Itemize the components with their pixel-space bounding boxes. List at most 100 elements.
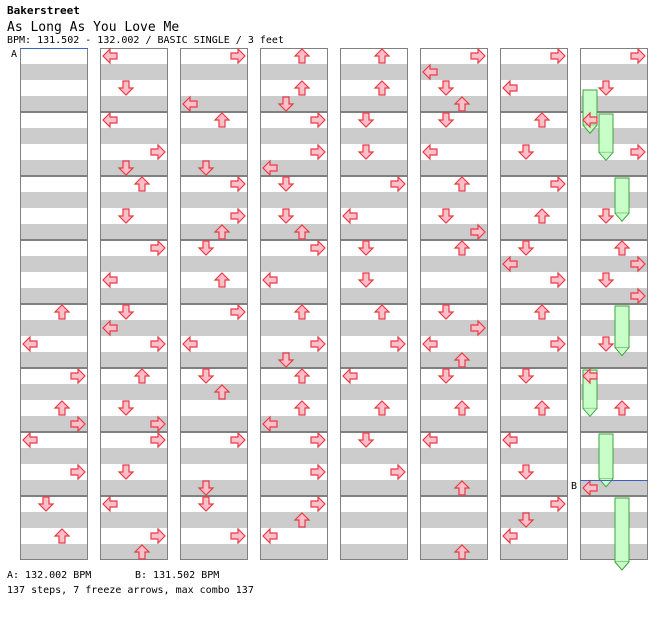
measure: [20, 112, 88, 176]
left-arrow-icon: [502, 431, 518, 449]
beat-stripe: [420, 416, 488, 432]
measure: [420, 496, 488, 560]
measure-frame: [20, 496, 88, 560]
up-arrow-icon: [453, 96, 471, 112]
down-arrow-icon: [597, 80, 615, 96]
measure: [260, 432, 328, 496]
measure: [100, 304, 168, 368]
measure-frame: [100, 112, 168, 176]
down-arrow-icon: [117, 464, 135, 480]
down-arrow-icon: [437, 208, 455, 224]
beat-stripe: [180, 288, 248, 304]
left-arrow-icon: [422, 63, 438, 81]
measure-frame: [340, 112, 408, 176]
down-arrow-icon: [277, 208, 295, 224]
left-arrow-icon: [502, 79, 518, 97]
measure-frame: [340, 240, 408, 304]
beat-stripe: [100, 384, 168, 400]
left-arrow-icon: [502, 527, 518, 545]
beat-stripe: [180, 448, 248, 464]
beat-stripe: [500, 448, 568, 464]
beat-stripe: [420, 128, 488, 144]
measure-frame: [580, 368, 648, 432]
right-arrow-icon: [150, 415, 166, 433]
measure: [420, 176, 488, 240]
beat-stripe: [180, 384, 248, 400]
measure-frame: [20, 176, 88, 240]
beat-stripe: [180, 96, 248, 112]
beat-stripe: [100, 128, 168, 144]
measure: [100, 432, 168, 496]
measure-frame: [420, 496, 488, 560]
measure: [340, 432, 408, 496]
measure: [180, 304, 248, 368]
freeze-tail: [598, 152, 614, 162]
beat-stripe: [20, 416, 88, 432]
measure-frame: [180, 304, 248, 368]
beat-stripe: [500, 64, 568, 80]
beat-stripe: [420, 64, 488, 80]
bpm-a-label: A: 132.002 BPM: [7, 570, 92, 581]
right-arrow-icon: [550, 335, 566, 353]
left-arrow-icon: [582, 479, 598, 497]
right-arrow-icon: [390, 463, 406, 481]
left-arrow-icon: [102, 47, 118, 65]
measure-frame: [260, 48, 328, 112]
measure-frame: [260, 240, 328, 304]
right-arrow-icon: [310, 335, 326, 353]
left-arrow-icon: [342, 367, 358, 385]
beat-stripe: [340, 64, 408, 80]
measure-frame: [340, 48, 408, 112]
down-arrow-icon: [517, 240, 535, 256]
down-arrow-icon: [517, 512, 535, 528]
measure: [420, 48, 488, 112]
right-arrow-icon: [230, 303, 246, 321]
beat-stripe: [260, 160, 328, 176]
beat-stripe: [420, 160, 488, 176]
beat-stripe: [180, 480, 248, 496]
measure: [180, 368, 248, 432]
measure-frame: [260, 432, 328, 496]
chart-column: [260, 48, 328, 560]
beat-stripe: [580, 128, 648, 144]
measure: [20, 176, 88, 240]
down-arrow-icon: [117, 304, 135, 320]
up-arrow-icon: [53, 304, 71, 320]
down-arrow-icon: [357, 112, 375, 128]
up-arrow-icon: [213, 384, 231, 400]
up-arrow-icon: [373, 304, 391, 320]
beat-stripe: [420, 448, 488, 464]
down-arrow-icon: [37, 496, 55, 512]
measure-frame: [420, 368, 488, 432]
beat-stripe: [420, 352, 488, 368]
measure: [180, 432, 248, 496]
down-arrow-icon: [437, 112, 455, 128]
measure-frame: [580, 432, 648, 496]
beat-stripe: [20, 96, 88, 112]
beat-stripe: [580, 512, 648, 528]
left-arrow-icon: [262, 527, 278, 545]
bpm-change-marker: A: [11, 49, 17, 60]
left-arrow-icon: [262, 159, 278, 177]
beat-stripe: [500, 288, 568, 304]
down-arrow-icon: [517, 464, 535, 480]
measure-frame: [100, 240, 168, 304]
up-arrow-icon: [453, 352, 471, 368]
measure: [580, 368, 648, 432]
beat-stripe: [100, 448, 168, 464]
beat-stripe: [20, 224, 88, 240]
beat-stripe: [100, 64, 168, 80]
left-arrow-icon: [262, 415, 278, 433]
up-arrow-icon: [213, 272, 231, 288]
measure: [100, 176, 168, 240]
measure-frame: [260, 176, 328, 240]
beat-stripe: [340, 352, 408, 368]
measure-frame: [580, 48, 648, 112]
up-arrow-icon: [613, 400, 631, 416]
measure-frame: [500, 496, 568, 560]
down-arrow-icon: [277, 352, 295, 368]
measure-frame: [340, 496, 408, 560]
right-arrow-icon: [310, 111, 326, 129]
beat-stripe: [420, 384, 488, 400]
beat-stripe: [340, 320, 408, 336]
